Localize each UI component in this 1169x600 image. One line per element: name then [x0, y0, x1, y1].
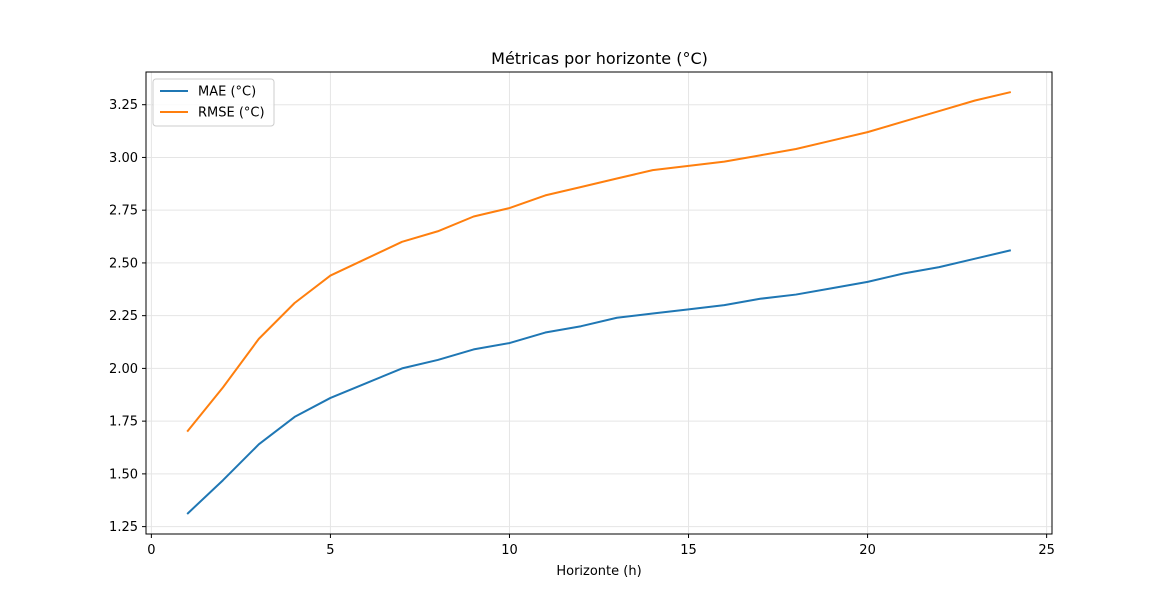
- x-tick-label: 25: [1038, 543, 1055, 558]
- x-tick-label: 5: [326, 543, 334, 558]
- chart-title: Métricas por horizonte (°C): [491, 49, 708, 68]
- y-tick-label: 3.25: [109, 98, 138, 113]
- y-tick-label: 2.50: [109, 256, 138, 271]
- y-tick-label: 1.75: [109, 415, 138, 430]
- legend-label: MAE (°C): [198, 85, 256, 100]
- y-tick-label: 1.25: [109, 520, 138, 535]
- y-tick-label: 3.00: [109, 151, 138, 166]
- x-tick-label: 0: [147, 543, 155, 558]
- series-lines: [186, 91, 1012, 515]
- x-tick-label: 15: [680, 543, 697, 558]
- y-tick-label: 2.00: [109, 362, 138, 377]
- x-tick-label: 20: [859, 543, 876, 558]
- y-axis-ticks: 1.25 1.50 1.75 2.00 2.25 2.50 2.75 3.00 3.25: [109, 98, 146, 535]
- x-tick-label: 10: [501, 543, 518, 558]
- series-line-mae: [186, 249, 1012, 515]
- legend: MAE (°C) RMSE (°C): [152, 78, 275, 127]
- y-tick-label: 2.75: [109, 204, 138, 219]
- series-line-rmse: [186, 91, 1012, 433]
- x-axis-ticks: 0 5 10 15 20 25: [147, 534, 1055, 558]
- y-tick-label: 2.25: [109, 309, 138, 324]
- legend-label: RMSE (°C): [198, 106, 265, 121]
- grid: [146, 72, 1052, 534]
- plot-frame: [145, 71, 1053, 535]
- y-tick-label: 1.50: [109, 467, 138, 482]
- x-axis-label: Horizonte (h): [556, 564, 641, 579]
